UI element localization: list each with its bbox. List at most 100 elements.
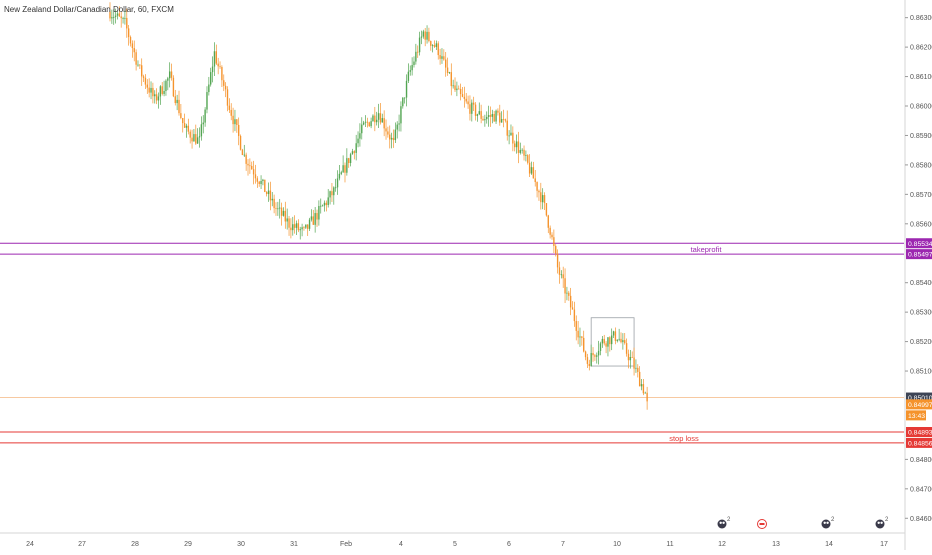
candle-body	[635, 367, 637, 369]
candle-body	[555, 245, 557, 254]
candle-body	[320, 205, 322, 207]
candle-body	[223, 80, 225, 86]
candle-body	[189, 131, 191, 138]
time-axis[interactable]: 24 27 28 29 30 31 Feb 4 5 6 7 10 11 12 13 14 17	[0, 532, 905, 548]
candle-body	[556, 253, 559, 268]
candle-body	[372, 115, 374, 122]
candle-body	[583, 337, 585, 352]
candle-body	[359, 133, 361, 139]
candle-body	[180, 113, 182, 118]
candle-body	[538, 190, 540, 193]
candle-body	[118, 13, 121, 17]
candle-body	[178, 99, 180, 114]
event-count: 2	[831, 517, 835, 523]
candle-body	[323, 202, 326, 206]
candle-body	[504, 119, 507, 121]
candle-body	[344, 165, 346, 173]
candle-body	[569, 295, 572, 308]
economic-event-icon-eye	[880, 521, 883, 524]
candle-body	[566, 292, 568, 294]
candle-body	[480, 111, 482, 119]
candle-body	[536, 182, 538, 191]
candle-body	[618, 338, 620, 340]
candle-body	[493, 113, 495, 122]
event-count: 2	[727, 517, 731, 523]
candle-body	[528, 162, 531, 174]
economic-event-icon-eye	[823, 521, 826, 524]
candle-body	[560, 274, 563, 276]
candle-body	[187, 125, 190, 132]
countdown-tag: 13:43	[908, 413, 925, 420]
candle-body	[338, 173, 341, 179]
candle-body	[213, 51, 216, 67]
candle-body	[461, 94, 464, 97]
candle-body	[245, 154, 247, 164]
candle-body	[131, 43, 134, 49]
candle-body	[422, 31, 425, 37]
candle-body	[293, 224, 296, 228]
candle-body	[413, 61, 415, 66]
candle-body	[644, 392, 646, 394]
candle-body	[467, 101, 469, 105]
candle-body	[452, 85, 454, 87]
candle-body	[622, 340, 624, 343]
candle-body	[269, 190, 272, 201]
candle-body	[163, 90, 165, 94]
candle-body	[273, 198, 275, 209]
candle-body	[152, 87, 154, 97]
candle-body	[346, 158, 348, 173]
candle-body	[137, 64, 139, 66]
candle-body	[458, 88, 460, 90]
candle-body	[353, 151, 356, 153]
candle-body	[267, 190, 270, 195]
candle-body	[279, 207, 281, 209]
candle-body	[545, 203, 548, 216]
candle-body	[558, 267, 561, 275]
candle-body	[581, 336, 583, 338]
candle-body	[530, 167, 533, 174]
time-tick-label: 29	[184, 541, 192, 548]
candle-body	[500, 119, 503, 123]
chart-title: New Zealand Dollar/Canadian Dollar, 60, …	[4, 5, 174, 14]
candle-body	[348, 158, 350, 164]
candle-body	[487, 115, 490, 118]
candle-body	[226, 89, 229, 106]
candle-body	[157, 96, 160, 101]
candle-body	[489, 115, 492, 117]
candle-body	[114, 15, 117, 17]
current-price-tag: 0.84997	[908, 402, 932, 409]
candle-body	[288, 218, 290, 228]
candle-body	[111, 17, 113, 19]
candle-body	[562, 274, 564, 279]
candle-body	[113, 16, 115, 18]
candle-body	[610, 335, 613, 345]
candle-body	[499, 112, 501, 123]
candle-body	[465, 98, 467, 102]
candle-body	[445, 59, 447, 68]
candle-body	[594, 355, 596, 357]
candle-body	[148, 87, 150, 93]
candle-body	[295, 223, 298, 228]
candle-body	[381, 118, 383, 123]
candle-body	[564, 278, 566, 294]
candle-body	[456, 88, 458, 91]
candle-body	[385, 128, 387, 132]
candle-body	[448, 72, 451, 74]
candle-body	[262, 179, 264, 182]
candle-body	[206, 92, 208, 110]
candle-body	[607, 337, 609, 347]
candle-body	[590, 353, 592, 367]
last-price-tag: 0.85010	[908, 395, 932, 402]
candle-body	[568, 292, 570, 296]
candle-body	[286, 218, 288, 222]
